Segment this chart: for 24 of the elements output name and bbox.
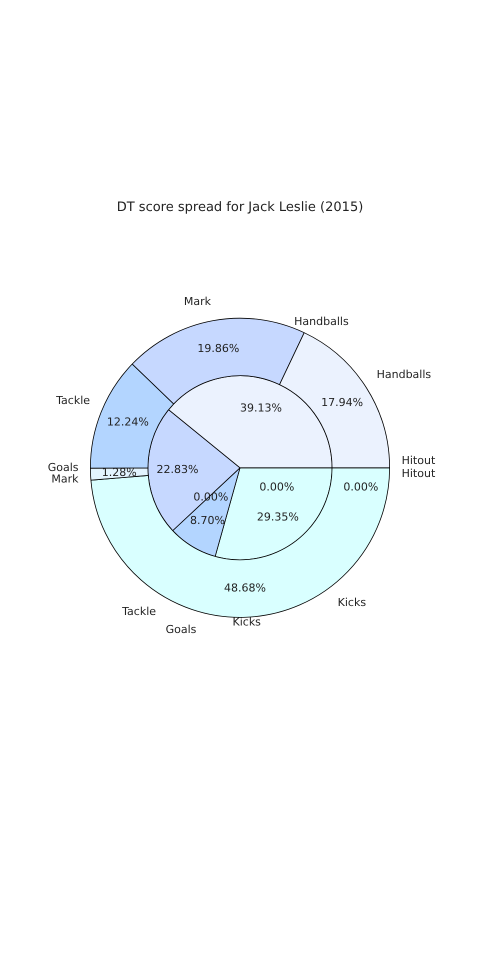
data-label: 48.68%	[224, 581, 266, 594]
data-label: 29.35%	[256, 510, 299, 524]
slice-label: Kicks	[338, 596, 366, 609]
chart-title: DT score spread for Jack Leslie (2015)	[116, 200, 364, 216]
slice-label: Kicks	[232, 616, 262, 629]
data-label: 17.94%	[321, 396, 364, 410]
category-label: Hitout	[402, 454, 436, 468]
data-label: 22.83%	[156, 462, 198, 476]
slice-label: Handballs	[376, 368, 432, 381]
data-label: 19.86%	[197, 342, 240, 355]
slice-label: Mark	[184, 295, 212, 308]
data-label: 12.24%	[106, 416, 149, 429]
category-label: Goals	[166, 622, 196, 636]
text: 0.00%	[259, 480, 294, 494]
data-label: 1.28%	[102, 466, 137, 479]
data-label: 8.70%	[190, 514, 225, 528]
category-label: Mark	[51, 472, 78, 486]
category-label: Hitout	[402, 467, 436, 480]
text: 0.00%	[343, 480, 378, 494]
data-label: 39.13%	[240, 402, 282, 415]
category-label: Tackle	[122, 605, 156, 618]
slice-label: Handballs	[294, 314, 349, 328]
slice-label: Tackle	[55, 394, 90, 407]
slice-label: Goals	[48, 461, 79, 474]
